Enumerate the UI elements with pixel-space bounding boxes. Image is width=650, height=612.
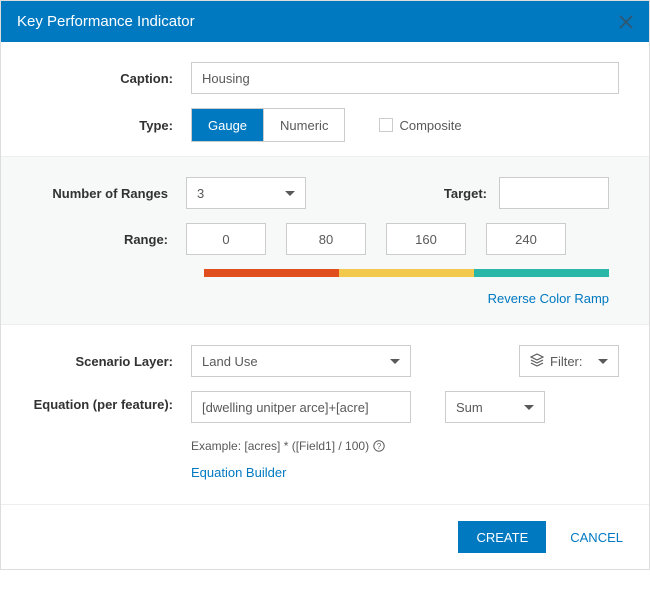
range-input-0[interactable] [186,223,266,255]
equation-builder-link[interactable]: Equation Builder [191,465,619,480]
scenario-layer-value: Land Use [202,354,258,369]
aggregation-value: Sum [456,400,483,415]
scenario-layer-label: Scenario Layer: [31,354,191,369]
range-input-3[interactable] [486,223,566,255]
range-label: Range: [41,232,186,247]
chevron-down-icon [390,359,400,364]
caption-input[interactable] [191,62,619,94]
color-ramp [204,269,609,277]
range-input-2[interactable] [386,223,466,255]
type-gauge-button[interactable]: Gauge [192,109,263,141]
filter-label: Filter: [550,354,583,369]
range-row: Range: [41,223,609,255]
range-input-1[interactable] [286,223,366,255]
dialog-body: Caption: Type: Gauge Numeric Composite N… [1,42,649,504]
chevron-down-icon [598,359,608,364]
ranges-panel: Number of Ranges 3 Target: Range: [1,156,649,325]
caption-row: Caption: [31,62,619,94]
target-label: Target: [444,186,487,201]
help-icon[interactable]: ? [373,440,385,452]
equation-example-text: Example: [acres] * ([Field1] / 100) [191,439,369,453]
type-label: Type: [31,118,191,133]
target-input[interactable] [499,177,609,209]
equation-example: Example: [acres] * ([Field1] / 100) ? [191,439,619,453]
cancel-button[interactable]: CANCEL [564,529,629,546]
close-icon[interactable] [619,15,633,29]
aggregation-select[interactable]: Sum [445,391,545,423]
caption-label: Caption: [31,71,191,86]
svg-text:?: ? [377,442,382,451]
dialog-title: Key Performance Indicator [17,13,195,30]
scenario-layer-select[interactable]: Land Use [191,345,411,377]
type-row: Type: Gauge Numeric Composite [31,108,619,142]
numranges-label: Number of Ranges [41,186,186,201]
equation-row: Equation (per feature): Sum Example: [ac… [31,391,619,480]
type-segmented: Gauge Numeric [191,108,345,142]
range-inputs [186,223,566,255]
equation-input[interactable] [191,391,411,423]
chevron-down-icon [285,191,295,196]
numranges-row: Number of Ranges 3 Target: [41,177,609,209]
chevron-down-icon [524,405,534,410]
dialog-footer: CREATE CANCEL [1,504,649,569]
filter-button[interactable]: Filter: [519,345,619,377]
checkbox-box-icon [379,118,393,132]
kpi-dialog: Key Performance Indicator Caption: Type:… [0,0,650,570]
ramp-seg-1 [339,269,474,277]
numranges-value: 3 [197,186,204,201]
equation-label: Equation (per feature): [31,391,191,412]
dialog-header: Key Performance Indicator [1,1,649,42]
ramp-seg-2 [474,269,609,277]
reverse-ramp-link[interactable]: Reverse Color Ramp [41,291,609,306]
type-numeric-button[interactable]: Numeric [263,109,344,141]
numranges-select[interactable]: 3 [186,177,306,209]
create-button[interactable]: CREATE [458,521,546,553]
composite-label: Composite [399,118,461,133]
layers-icon [530,353,544,370]
composite-checkbox[interactable]: Composite [379,118,461,133]
ramp-seg-0 [204,269,339,277]
scenario-layer-row: Scenario Layer: Land Use Filter: [31,345,619,377]
